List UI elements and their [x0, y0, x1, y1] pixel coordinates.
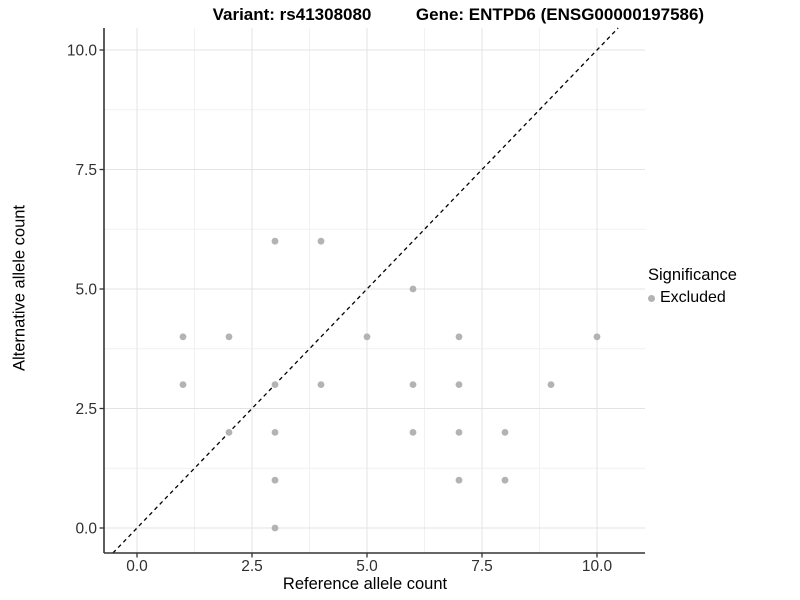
- data-point: [455, 333, 463, 341]
- legend-item-excluded: Excluded: [646, 289, 737, 307]
- data-point: [547, 381, 555, 388]
- variant-title: Variant: rs41308080: [212, 5, 372, 24]
- x-tick-label: 5.0: [356, 558, 378, 575]
- y-tick-label: 7.5: [75, 162, 97, 179]
- x-tick-label: 7.5: [471, 558, 493, 575]
- data-point: [271, 429, 279, 436]
- data-point: [409, 381, 417, 388]
- data-point: [501, 476, 509, 484]
- data-point: [179, 333, 187, 341]
- data-point: [409, 285, 417, 293]
- data-point: [409, 429, 417, 436]
- data-point: [593, 333, 601, 341]
- y-tick-label: 2.5: [75, 401, 97, 418]
- identity-reference-line: [112, 27, 619, 554]
- data-point: [271, 381, 279, 388]
- data-point: [455, 476, 463, 484]
- data-point: [271, 524, 279, 532]
- excluded-point-icon: [648, 294, 655, 302]
- y-tick-label: 10.0: [67, 43, 98, 60]
- legend-title: Significance: [648, 266, 737, 284]
- data-point: [455, 381, 463, 388]
- legend: Significance Excluded: [646, 266, 737, 307]
- y-tick-label: 0.0: [75, 521, 97, 538]
- x-tick-label: 0.0: [126, 558, 148, 575]
- legend-item-label: Excluded: [660, 289, 726, 306]
- y-axis-title: Alternative allele count: [10, 204, 29, 372]
- data-point: [501, 429, 509, 436]
- data-point: [317, 237, 325, 245]
- data-point: [317, 381, 325, 388]
- x-tick-label: 2.5: [241, 558, 263, 575]
- y-tick-label: 5.0: [75, 282, 97, 299]
- data-point: [271, 476, 279, 484]
- data-point: [455, 429, 463, 436]
- data-point: [179, 381, 187, 388]
- data-point: [225, 429, 233, 436]
- data-point: [225, 333, 233, 341]
- gene-title: Gene: ENTPD6 (ENSG00000197586): [415, 5, 705, 24]
- data-point: [363, 333, 371, 341]
- x-axis-title: Reference allele count: [282, 575, 448, 593]
- x-tick-label: 10.0: [582, 558, 613, 575]
- data-point: [271, 237, 279, 245]
